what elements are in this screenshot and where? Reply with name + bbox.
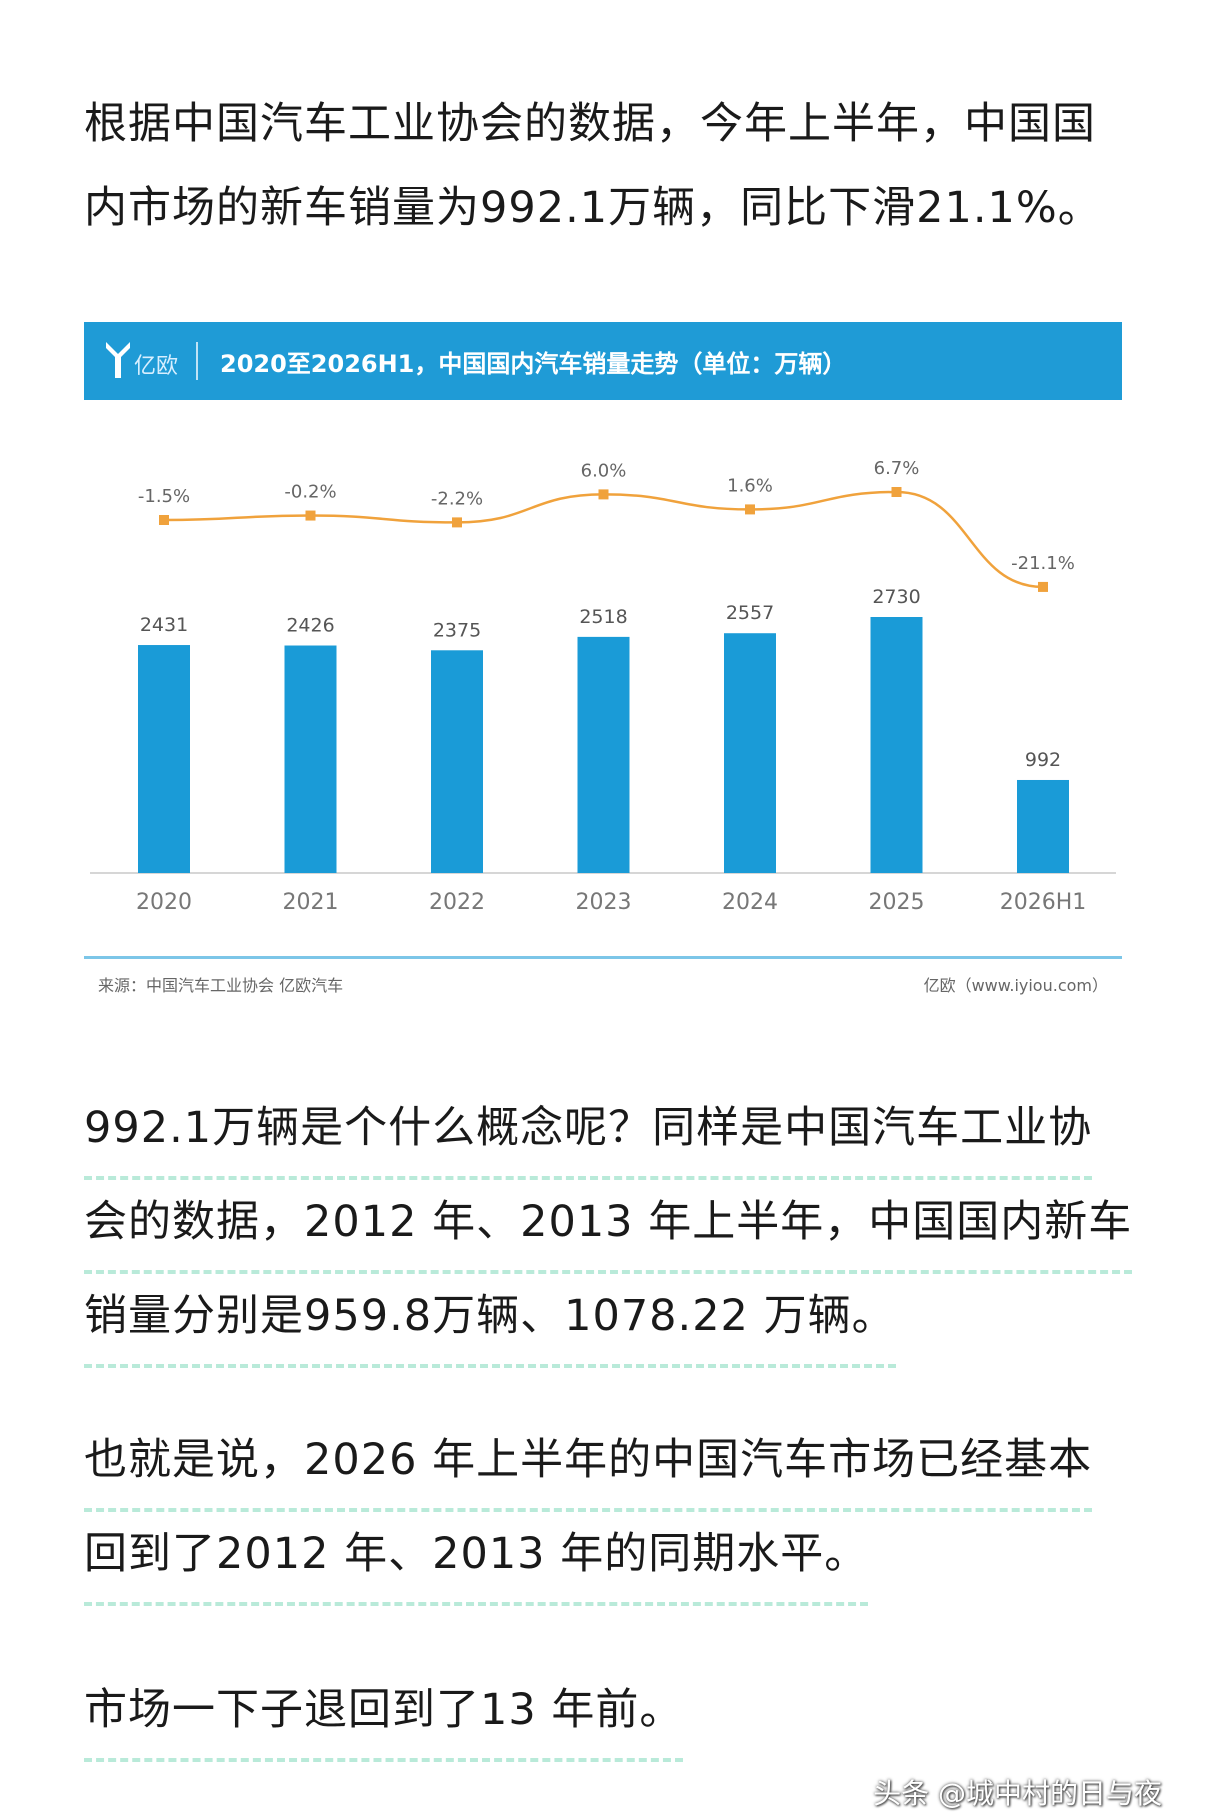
growth-rate-label: 1.6% bbox=[727, 475, 773, 496]
summary-line: 回到了2012 年、2013 年的同期水平。 bbox=[84, 1512, 869, 1606]
bar-value-label: 2557 bbox=[726, 602, 774, 624]
chart-title: 2020至2026H1，中国国内汽车销量走势（单位：万辆） bbox=[220, 350, 847, 378]
growth-rate-label: 6.0% bbox=[581, 460, 627, 481]
bar-2021 bbox=[284, 645, 337, 873]
bar-2025 bbox=[870, 617, 923, 873]
header-divider bbox=[196, 342, 198, 380]
growth-rate-label: -1.5% bbox=[138, 486, 190, 507]
growth-rate-point bbox=[305, 510, 316, 521]
bar-value-label: 2730 bbox=[872, 586, 920, 608]
x-tick-label: 2025 bbox=[869, 890, 925, 915]
summary-line-wrap: 回到了2012 年、2013 年的同期水平。 bbox=[84, 1512, 1124, 1606]
bar-2026H1 bbox=[1017, 779, 1069, 873]
growth-rate-label: -2.2% bbox=[431, 488, 483, 509]
concept-line-wrap: 992.1万辆是个什么概念呢？同样是中国汽车工业协 bbox=[84, 1086, 1124, 1180]
x-tick-label: 2022 bbox=[429, 890, 485, 915]
growth-rate-label: 6.7% bbox=[874, 458, 920, 479]
intro-paragraph: 根据中国汽车工业协会的数据，今年上半年，中国国 内市场的新车销量为992.1万辆… bbox=[84, 82, 1124, 250]
bar-2024 bbox=[724, 633, 776, 873]
growth-rate-label: -21.1% bbox=[1011, 553, 1075, 574]
bar-value-label: 2375 bbox=[433, 619, 481, 641]
bar-2023 bbox=[577, 636, 630, 873]
growth-rate-point bbox=[159, 515, 169, 525]
summary-line: 也就是说，2026 年上半年的中国汽车市场已经基本 bbox=[84, 1418, 1093, 1512]
x-tick-label: 2024 bbox=[722, 890, 778, 915]
bar-value-label: 2426 bbox=[286, 615, 334, 637]
intro-line: 根据中国汽车工业协会的数据，今年上半年，中国国 bbox=[84, 99, 1096, 149]
bar-line-chart: 2431 2020 2426 2021 2375 2022 2518 2023 2557 2024… bbox=[90, 458, 1116, 915]
concept-paragraph: 992.1万辆是个什么概念呢？同样是中国汽车工业协 会的数据，2012 年、20… bbox=[84, 1086, 1133, 1368]
bar-value-label: 2518 bbox=[579, 606, 627, 628]
watermark: 头条 @城中村的日与夜 bbox=[873, 1777, 1162, 1810]
growth-rate-line bbox=[163, 490, 1044, 589]
concept-line: 销量分别是959.8万辆、1078.22 万辆。 bbox=[84, 1274, 896, 1368]
bar-value-label: 992 bbox=[1025, 749, 1061, 771]
conclusion-line: 市场一下子退回到了13 年前。 bbox=[84, 1668, 684, 1762]
summary-paragraph: 也就是说，2026 年上半年的中国汽车市场已经基本 回到了2012 年、2013… bbox=[84, 1418, 1124, 1606]
bar-2022 bbox=[431, 650, 483, 873]
concept-line: 992.1万辆是个什么概念呢？同样是中国汽车工业协 bbox=[84, 1086, 1093, 1180]
chart-footer-rule bbox=[84, 956, 1122, 959]
chart-site: 亿欧（www.iyiou.com） bbox=[923, 976, 1108, 995]
x-tick-label: 2021 bbox=[283, 890, 339, 915]
conclusion-line-wrap: 市场一下子退回到了13 年前。 bbox=[84, 1668, 1124, 1762]
conclusion-paragraph: 市场一下子退回到了13 年前。 bbox=[84, 1668, 1124, 1762]
concept-line-wrap: 销量分别是959.8万辆、1078.22 万辆。 bbox=[84, 1274, 1124, 1368]
growth-rate-point bbox=[1038, 581, 1048, 592]
growth-rate-point bbox=[745, 504, 755, 515]
logo-text: 亿欧 bbox=[134, 354, 179, 379]
chart-header: 亿欧 2020至2026H1，中国国内汽车销量走势（单位：万辆） bbox=[84, 322, 1122, 400]
summary-line-wrap: 也就是说，2026 年上半年的中国汽车市场已经基本 bbox=[84, 1418, 1124, 1512]
x-tick-label: 2023 bbox=[576, 890, 632, 915]
x-tick-label: 2026H1 bbox=[1000, 890, 1087, 915]
concept-line: 会的数据，2012 年、2013 年上半年，中国国内新车 bbox=[84, 1180, 1133, 1274]
growth-rate-point bbox=[598, 489, 609, 500]
x-tick-label: 2020 bbox=[136, 890, 192, 915]
growth-rate-label: -0.2% bbox=[284, 482, 336, 503]
chart-source: 来源：中国汽车工业协会 亿欧汽车 bbox=[98, 976, 344, 995]
intro-line: 内市场的新车销量为992.1万辆，同比下滑21.1%。 bbox=[84, 183, 1102, 233]
growth-rate-point bbox=[452, 517, 462, 528]
bar-2020 bbox=[138, 645, 190, 873]
concept-line-wrap: 会的数据，2012 年、2013 年上半年，中国国内新车 bbox=[84, 1180, 1133, 1274]
sales-chart-card: 亿欧 2020至2026H1，中国国内汽车销量走势（单位：万辆） 2431 202… bbox=[84, 322, 1122, 1002]
bar-value-label: 2431 bbox=[140, 614, 188, 636]
iyiou-logo-icon bbox=[106, 342, 130, 378]
growth-rate-point bbox=[891, 487, 902, 497]
